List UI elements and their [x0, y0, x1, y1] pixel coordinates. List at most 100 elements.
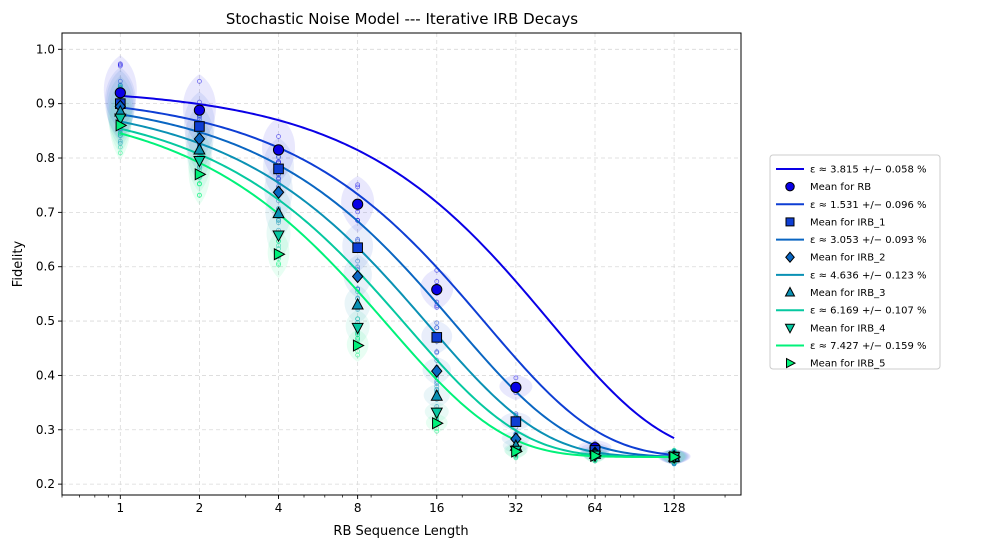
x-tick-label: 128 [663, 501, 686, 515]
sample-point [276, 220, 281, 226]
y-tick-label: 0.4 [36, 368, 55, 382]
legend-mean-label: Mean for RB [810, 182, 871, 193]
mean-marker [431, 332, 443, 343]
sample-point [434, 325, 440, 331]
x-axis-label: RB Sequence Length [333, 524, 468, 539]
mean-marker [115, 119, 128, 132]
sample-point [355, 264, 361, 270]
mean-marker [351, 297, 364, 310]
x-tick-label: 64 [587, 501, 602, 515]
legend: ε ≈ 3.815 +/− 0.058 % Mean for RB ε ≈ 1.53… [769, 154, 941, 370]
mean-marker [194, 121, 205, 132]
sample-point [276, 134, 281, 139]
plot-frame [61, 32, 742, 496]
fit-curves [120, 94, 675, 458]
legend-fit-label: ε ≈ 6.169 +/− 0.107 % [810, 306, 927, 317]
mean-marker [510, 381, 522, 393]
mean-marker [351, 322, 364, 335]
mean-marker [114, 87, 126, 99]
sample-point [355, 236, 361, 242]
mean-marker [273, 163, 284, 175]
legend-fit-label: ε ≈ 3.815 +/− 0.058 % [810, 165, 927, 176]
sample-point [355, 184, 361, 190]
sample-point [117, 82, 123, 88]
chart-title: Stochastic Noise Model --- Iterative IRB… [226, 10, 578, 28]
mean-marker [193, 104, 206, 116]
mean-marker [430, 389, 443, 401]
x-tick-label: 16 [429, 501, 444, 515]
y-tick-label: 0.7 [36, 205, 55, 219]
sample-point [276, 260, 281, 266]
y-tick-label: 0.8 [36, 151, 55, 165]
y-tick-label: 0.5 [36, 314, 55, 328]
sample-point [434, 383, 440, 389]
mean-marker [352, 242, 363, 253]
mean-marker [431, 283, 443, 296]
y-tick-label: 0.3 [36, 423, 55, 437]
mean-marker [194, 168, 207, 181]
mean-markers [114, 87, 682, 465]
mean-marker [272, 206, 285, 219]
x-tick-label: 2 [196, 501, 204, 515]
sample-point [434, 381, 440, 386]
fit-curve [120, 94, 675, 440]
sample-point [197, 181, 202, 187]
mean-marker [114, 113, 127, 126]
y-tick-label: 0.2 [36, 477, 55, 491]
mean-marker [511, 445, 523, 458]
mean-marker [352, 198, 364, 210]
legend-marker-swatch [786, 357, 797, 369]
mean-marker [272, 185, 285, 200]
x-tick-label: 4 [275, 501, 283, 515]
legend-box [769, 154, 941, 370]
sample-point [434, 350, 440, 356]
mean-marker [272, 144, 285, 156]
sample-point [434, 320, 440, 326]
mean-marker [431, 364, 443, 378]
fit-curve [120, 132, 675, 458]
legend-fit-label: ε ≈ 7.427 +/− 0.159 % [810, 341, 927, 352]
legend-mean-label: Mean for IRB_2 [810, 253, 885, 264]
x-axis: 1 2 4 8 16 32 64 128 [61, 495, 726, 515]
sample-point [117, 132, 123, 138]
sample-point [355, 182, 361, 188]
sample-point [276, 262, 281, 268]
y-tick-label: 1.0 [36, 42, 55, 56]
sample-point [117, 62, 123, 68]
sample-point [355, 316, 361, 322]
sample-point [197, 193, 202, 198]
legend-mean-label: Mean for IRB_5 [810, 359, 885, 370]
mean-marker [272, 230, 285, 243]
sample-point [355, 258, 361, 264]
mean-marker [669, 450, 682, 464]
fit-curve [120, 127, 675, 458]
sample-point [434, 304, 440, 310]
mean-marker [590, 449, 603, 463]
mean-marker [510, 416, 522, 427]
sample-point [117, 144, 123, 150]
mean-marker [432, 417, 444, 430]
fit-curve [120, 113, 675, 458]
x-tick-label: 8 [354, 501, 362, 515]
y-axis-label: Fidelity [11, 240, 26, 287]
legend-mean-label: Mean for IRB_3 [810, 288, 885, 299]
mean-marker [352, 339, 365, 352]
sample-point [355, 209, 361, 215]
legend-mean-label: Mean for IRB_4 [810, 323, 885, 334]
legend-marker-swatch [785, 217, 795, 227]
legend-marker-swatch [785, 181, 795, 192]
sample-point [434, 428, 440, 434]
x-tick-label: 1 [116, 501, 124, 515]
fit-curve [120, 120, 675, 458]
legend-fit-label: ε ≈ 1.531 +/− 0.096 % [810, 200, 927, 211]
fit-curve [120, 106, 675, 456]
legend-marker-swatch [784, 286, 796, 297]
mean-marker [193, 142, 206, 155]
x-tick-label: 32 [508, 501, 523, 515]
legend-mean-label: Mean for IRB_1 [810, 217, 885, 228]
sample-point [117, 150, 123, 156]
sample-point [117, 138, 123, 144]
grid [62, 33, 741, 495]
legend-fit-label: ε ≈ 3.053 +/− 0.093 % [810, 235, 927, 246]
